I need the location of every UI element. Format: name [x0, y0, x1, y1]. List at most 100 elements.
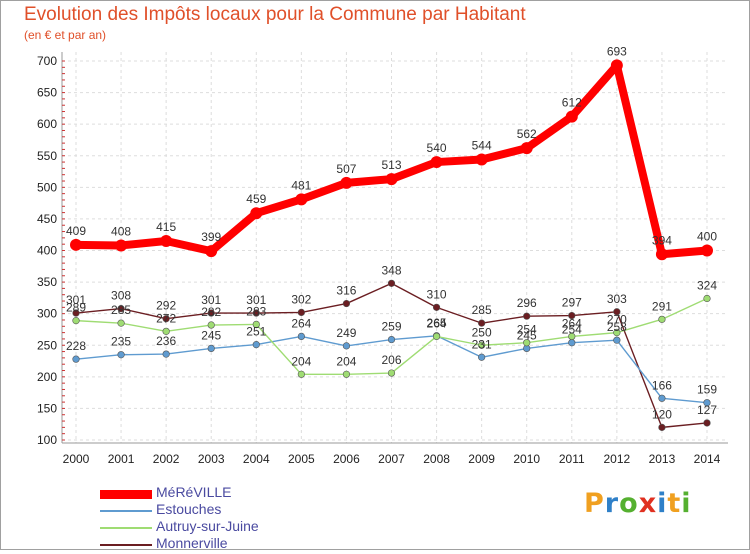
data-label-m-r-ville-2014: 400	[697, 230, 717, 244]
data-label-m-r-ville-2005: 481	[291, 178, 311, 192]
data-point-autruy-sur-juine-2003	[207, 321, 215, 329]
data-label-autruy-sur-juine-2014: 324	[697, 279, 717, 293]
data-point-estouches-2001	[117, 351, 125, 359]
data-point-m-r-ville-2005	[295, 193, 308, 206]
legend-swatch-monnerville	[100, 544, 152, 546]
data-label-monnerville-2009: 285	[472, 303, 492, 317]
data-point-m-r-ville-2000	[70, 238, 82, 251]
data-label-estouches-2006: 249	[336, 326, 356, 340]
data-label-monnerville-2012: 303	[607, 292, 627, 306]
data-point-autruy-sur-juine-2010	[523, 339, 531, 347]
logo-letter: i	[681, 488, 692, 519]
legend-label-mereville: MéRéVILLE	[156, 484, 232, 500]
y-tick-label-450: 450	[37, 212, 57, 226]
data-point-monnerville-2009	[478, 319, 486, 327]
data-label-m-r-ville-2006: 507	[336, 162, 356, 176]
data-label-m-r-ville-2011: 612	[562, 96, 582, 110]
data-point-monnerville-2008	[432, 303, 441, 311]
data-point-estouches-2004	[252, 341, 260, 349]
data-label-monnerville-2008: 310	[427, 287, 447, 301]
x-tick-label-2012: 2012	[604, 452, 631, 466]
series-group	[70, 59, 713, 431]
x-tick-label-2005: 2005	[288, 452, 315, 466]
x-tick-label-2011: 2011	[559, 452, 585, 466]
data-point-monnerville-2003	[207, 309, 215, 317]
data-label-monnerville-2007: 348	[381, 263, 401, 277]
y-tick-label-600: 600	[37, 117, 57, 131]
data-point-autruy-sur-juine-2012	[613, 329, 621, 337]
data-label-estouches-2008: 265	[427, 316, 447, 330]
data-label-autruy-sur-juine-2003: 282	[201, 305, 221, 319]
x-tick-label-2001: 2001	[108, 452, 135, 466]
data-point-estouches-2009	[478, 353, 486, 361]
data-label-estouches-2004: 251	[246, 325, 266, 339]
data-point-monnerville-2000	[72, 309, 80, 317]
x-tick-labels: 2000 2001 2002 2003 2004 2005 2006 2007 2008 2009…	[63, 452, 721, 466]
data-point-monnerville-2014	[703, 419, 711, 427]
data-point-m-r-ville-2002	[160, 235, 173, 248]
legend-label-monnerville: Monnerville	[156, 535, 228, 551]
data-label-monnerville-2013: 120	[652, 407, 672, 421]
y-tick-label-350: 350	[37, 275, 57, 289]
data-point-monnerville-2005	[297, 308, 305, 317]
data-point-estouches-2000	[72, 355, 80, 363]
data-point-autruy-sur-juine-2011	[568, 332, 576, 341]
data-point-autruy-sur-juine-2013	[658, 315, 666, 323]
y-tick-label-650: 650	[37, 86, 57, 100]
data-point-monnerville-2001	[117, 305, 125, 313]
data-label-m-r-ville-2001: 408	[111, 224, 131, 238]
data-point-autruy-sur-juine-2001	[117, 319, 125, 327]
data-label-autruy-sur-juine-2010: 254	[517, 323, 537, 337]
data-label-m-r-ville-2000: 409	[66, 224, 86, 238]
data-label-estouches-2013: 166	[652, 378, 672, 392]
data-point-autruy-sur-juine-2006	[342, 370, 351, 378]
data-label-estouches-2014: 159	[697, 383, 717, 397]
logo-letter: o	[619, 488, 639, 519]
x-tick-label-2003: 2003	[198, 452, 225, 466]
data-label-m-r-ville-2013: 394	[652, 233, 672, 247]
data-label-autruy-sur-juine-2004: 283	[246, 304, 266, 318]
data-label-monnerville-2014: 127	[697, 403, 717, 417]
data-label-monnerville-2004: 301	[246, 293, 266, 307]
data-point-estouches-2006	[342, 342, 351, 350]
data-label-monnerville-2003: 301	[201, 293, 221, 307]
data-label-estouches-2009: 231	[472, 337, 492, 351]
data-point-m-r-ville-2006	[340, 176, 353, 189]
logo-letter: r	[604, 488, 620, 519]
data-label-m-r-ville-2009: 544	[472, 139, 492, 153]
data-point-monnerville-2010	[523, 312, 531, 320]
data-label-autruy-sur-juine-2001: 285	[111, 303, 131, 317]
chart-subtitle: (en € et par an)	[24, 28, 107, 42]
axes	[61, 52, 728, 444]
data-label-estouches-2010: 245	[517, 328, 537, 342]
data-point-monnerville-2012	[613, 308, 621, 316]
y-tick-label-400: 400	[37, 244, 57, 258]
y-tick-label-150: 150	[37, 401, 57, 415]
data-label-estouches-2001: 235	[111, 335, 131, 349]
data-point-estouches-2005	[297, 332, 305, 341]
data-point-m-r-ville-2004	[250, 207, 263, 220]
data-label-m-r-ville-2012: 693	[607, 44, 627, 58]
y-tick-labels: 100 150 200 250 300 350 400 450 500 550 600 650 700	[37, 54, 57, 447]
data-label-estouches-2000: 228	[66, 339, 86, 353]
y-tick-label-200: 200	[37, 370, 57, 384]
data-point-m-r-ville-2013	[655, 248, 668, 261]
legend-swatch-estouches	[100, 510, 152, 512]
data-point-estouches-2013	[658, 394, 666, 402]
data-point-autruy-sur-juine-2009	[478, 341, 486, 349]
data-label-autruy-sur-juine-2013: 291	[652, 299, 672, 313]
data-point-autruy-sur-juine-2007	[387, 369, 396, 377]
data-label-autruy-sur-juine-2000: 289	[66, 301, 86, 315]
data-label-estouches-2007: 259	[381, 320, 401, 334]
data-label-estouches-2011: 254	[562, 323, 582, 337]
data-label-monnerville-2000: 301	[66, 293, 86, 307]
legend-swatch-autruy	[100, 527, 152, 529]
data-label-autruy-sur-juine-2005: 204	[291, 354, 311, 368]
data-label-m-r-ville-2008: 540	[427, 141, 447, 155]
data-label-estouches-2002: 236	[156, 334, 176, 348]
legend-swatch-mereville	[100, 490, 152, 499]
data-point-m-r-ville-2010	[520, 142, 533, 155]
legend-label-estouches: Estouches	[156, 501, 222, 517]
data-point-monnerville-2007	[387, 279, 396, 287]
x-tick-label-2000: 2000	[63, 452, 90, 466]
